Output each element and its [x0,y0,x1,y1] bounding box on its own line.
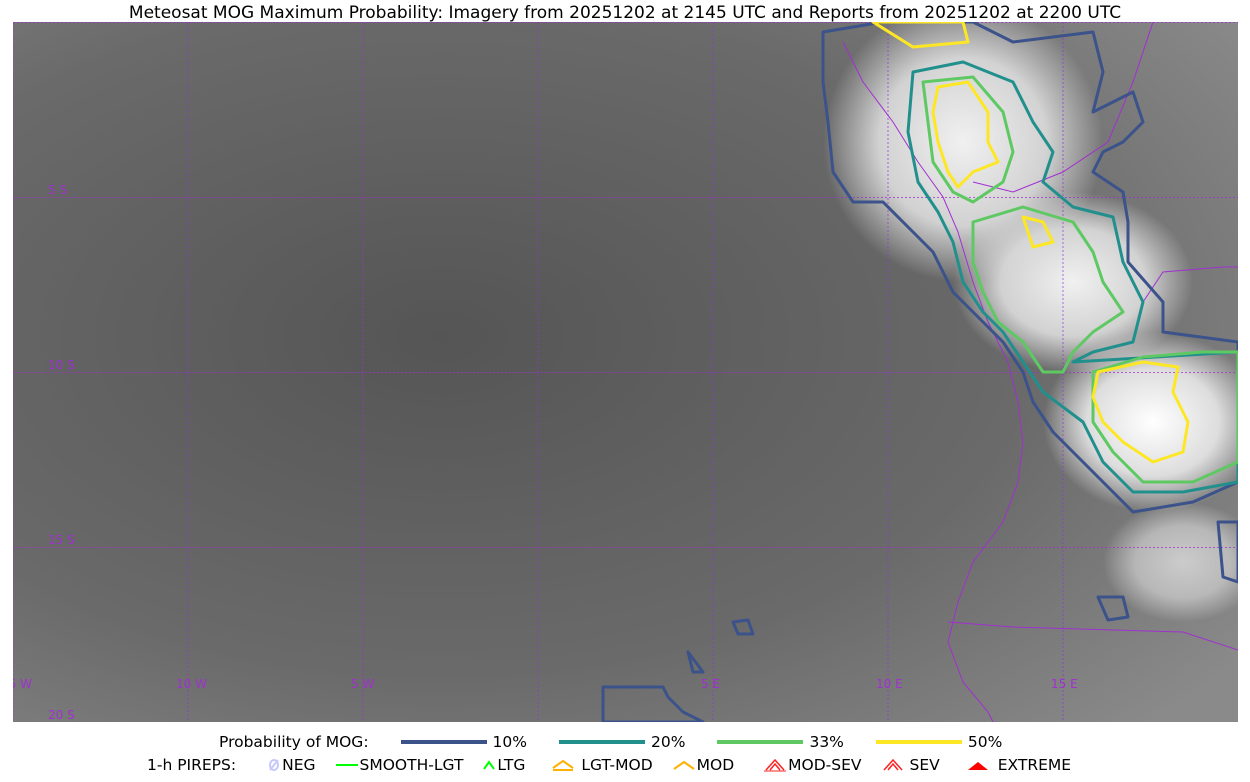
cloud-area [1103,502,1238,622]
level-label: 10% [492,733,527,751]
level-10-swatch [400,740,487,744]
sev-icon [882,758,903,771]
mod-sev-icon [764,758,787,772]
pirep-label: LGT-MOD [581,756,653,774]
level-20-swatch [559,740,645,744]
pirep-label: MOD [696,756,735,774]
level-label: 33% [809,733,844,751]
lgt-mod-icon [552,759,574,771]
contour-33pct [921,75,1238,484]
contour-50pct [871,22,1190,464]
latitude-label: 20 S [48,708,75,722]
pirep-legend: 1-h PIREPS: NEG SMOOTH-LGT LTG LGT-MOD M… [0,756,1250,774]
contour-10pct [821,22,1238,514]
latitude-label: 10 S [48,358,75,372]
contour-20pct [906,60,1238,494]
extreme-icon [967,762,988,770]
pirep-label: NEG [282,756,316,774]
pirep-label: MOD-SEV [788,756,862,774]
ltg-icon [483,760,496,770]
longitude-label: 10 W [176,677,207,691]
coastline [842,22,1238,722]
satellite-map: 15 W 10 W 5 W 5 E 10 E 15 E 5 S 10 S 15 S 20 S [13,22,1238,722]
level-label: 20% [651,733,686,751]
level-50-swatch [875,740,962,744]
latitude-label: 5 S [48,183,67,197]
latitude-label: 15 S [48,533,75,547]
pirep-legend-label: 1-h PIREPS: [147,756,237,774]
mog-contours [601,22,1238,722]
contour-10pct [601,520,1238,722]
longitude-label: 5 E [701,677,720,691]
longitude-label: 15 W [13,677,32,691]
smooth-lgt-icon [335,764,358,766]
level-label: 50% [967,733,1003,751]
pirep-label: SMOOTH-LGT [359,756,464,774]
map-title: Meteosat MOG Maximum Probability: Imager… [128,3,1122,23]
longitude-label: 5 W [351,677,374,691]
longitude-label: 15 E [1051,677,1078,691]
mog-probability-legend: Probability of MOG: 10% 20% 33% 50% [0,733,1250,751]
grid-labels: 15 W 10 W 5 W 5 E 10 E 15 E 5 S 10 S 15 S 20 S [13,183,1078,722]
longitude-label: 10 E [876,677,903,691]
cloud-area [953,192,1193,372]
level-33-swatch [717,740,804,744]
pirep-label: EXTREME [997,756,1072,774]
mod-icon [673,760,695,770]
pirep-label: SEV [909,756,940,774]
neg-icon [269,759,280,771]
pirep-label: LTG [497,756,526,774]
probability-legend-label: Probability of MOG: [219,733,369,751]
